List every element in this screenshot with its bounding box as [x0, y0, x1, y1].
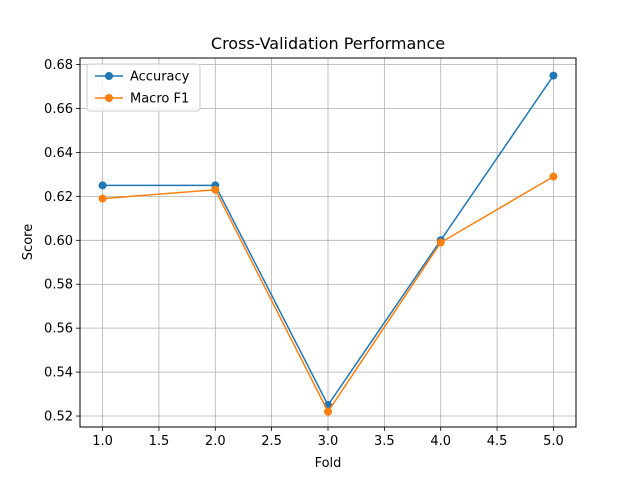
x-tick-label: 3.0: [318, 434, 339, 449]
series-layer: [98, 71, 558, 416]
macro-f1-point: [324, 407, 332, 416]
axis-ticks: 1.0 1.5 2.0 2.5 3.0 3.5 4.0 4.5 5.0 0.52 0.54 0.56 0…: [44, 58, 564, 449]
accuracy-point: [549, 71, 558, 80]
x-tick-label: 3.5: [374, 434, 395, 449]
grid: [80, 58, 576, 427]
x-tick-label: 1.0: [92, 434, 113, 449]
legend-macro-f1-marker: [105, 94, 113, 102]
x-tick-label: 1.5: [149, 434, 170, 449]
y-tick-label: 0.66: [44, 102, 73, 117]
y-tick-label: 0.56: [44, 322, 73, 337]
x-tick-label: 4.5: [487, 434, 508, 449]
y-tick-label: 0.60: [44, 234, 73, 249]
chart-title: Cross-Validation Performance: [211, 34, 445, 53]
legend-macro-f1-label: Macro F1: [130, 92, 189, 107]
x-tick-label: 5.0: [543, 434, 564, 449]
y-tick-label: 0.62: [44, 190, 73, 205]
macro-f1-point: [211, 185, 220, 194]
x-axis-label: Fold: [315, 456, 342, 471]
macro-f1-point: [549, 172, 558, 181]
y-axis-label: Score: [21, 224, 36, 260]
macro-f1-point: [436, 238, 445, 247]
y-tick-label: 0.52: [44, 410, 73, 425]
y-tick-label: 0.64: [44, 146, 73, 161]
y-tick-label: 0.58: [44, 278, 73, 293]
legend: Accuracy Macro F1: [86, 63, 201, 112]
x-tick-label: 2.0: [205, 434, 226, 449]
x-tick-label: 2.5: [261, 434, 282, 449]
x-tick-label: 4.0: [430, 434, 451, 449]
macro-f1-point: [98, 194, 107, 203]
legend-accuracy-label: Accuracy: [130, 70, 190, 85]
accuracy-point: [98, 181, 107, 190]
y-tick-label: 0.68: [44, 58, 73, 73]
legend-accuracy-marker: [105, 72, 113, 80]
y-tick-label: 0.54: [44, 366, 73, 381]
